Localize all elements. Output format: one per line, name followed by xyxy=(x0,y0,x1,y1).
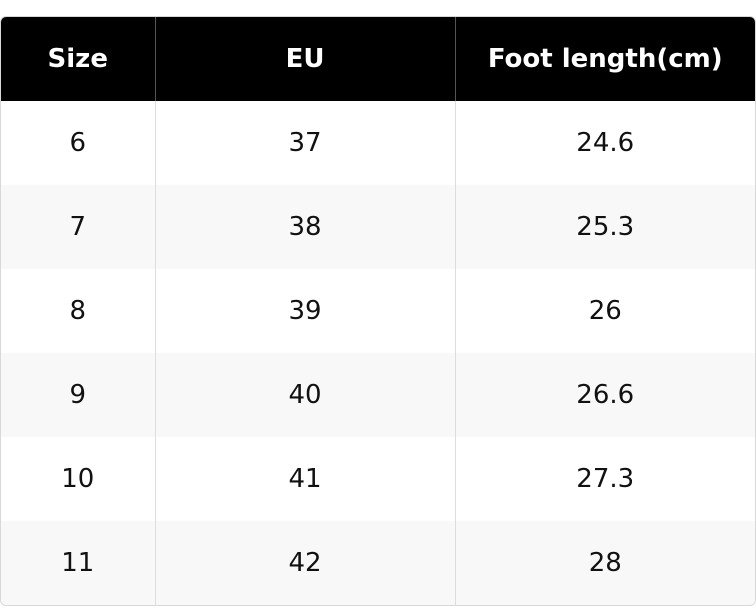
table-cell: 8 xyxy=(1,269,156,353)
table-row: 7 38 25.3 xyxy=(1,185,755,269)
table-cell: 42 xyxy=(155,521,456,605)
table-cell: 6 xyxy=(1,101,156,185)
size-table-container: Size EU Foot length(cm) 6 37 24.6 7 38 25.3 8 39 2… xyxy=(0,16,756,606)
table-cell: 27.3 xyxy=(576,464,635,494)
header-row: Size EU Foot length(cm) xyxy=(1,17,755,101)
header-cell: Foot length(cm) xyxy=(455,17,755,101)
table-cell: 37 xyxy=(155,101,456,185)
table-row: 10 41 27.3 xyxy=(1,437,755,521)
table-cell: 26.6 xyxy=(455,353,755,437)
table-cell: 9 xyxy=(1,353,156,437)
table-cell: 7 xyxy=(1,185,156,269)
table-cell: 28 xyxy=(455,521,755,605)
size-table: Size EU Foot length(cm) 6 37 24.6 7 38 25.3 8 39 2… xyxy=(1,17,755,605)
table-row: 11 42 28 xyxy=(1,521,755,605)
table-cell: 10 xyxy=(1,437,156,521)
table-cell: 11 xyxy=(1,521,156,605)
table-cell: 40 xyxy=(155,353,456,437)
table-row: 8 39 26 xyxy=(1,269,755,353)
table-cell: 26 xyxy=(588,296,622,326)
table-cell: 39 xyxy=(155,269,456,353)
header-cell: EU xyxy=(155,17,456,101)
table-row: 6 37 24.6 xyxy=(1,101,755,185)
table-cell: 41 xyxy=(155,437,456,521)
header-cell: Size xyxy=(1,17,156,101)
table-row: 9 40 26.6 xyxy=(1,353,755,437)
table-cell: 24.6 xyxy=(576,128,635,158)
table-cell: 25.3 xyxy=(455,185,755,269)
table-cell: 38 xyxy=(155,185,456,269)
